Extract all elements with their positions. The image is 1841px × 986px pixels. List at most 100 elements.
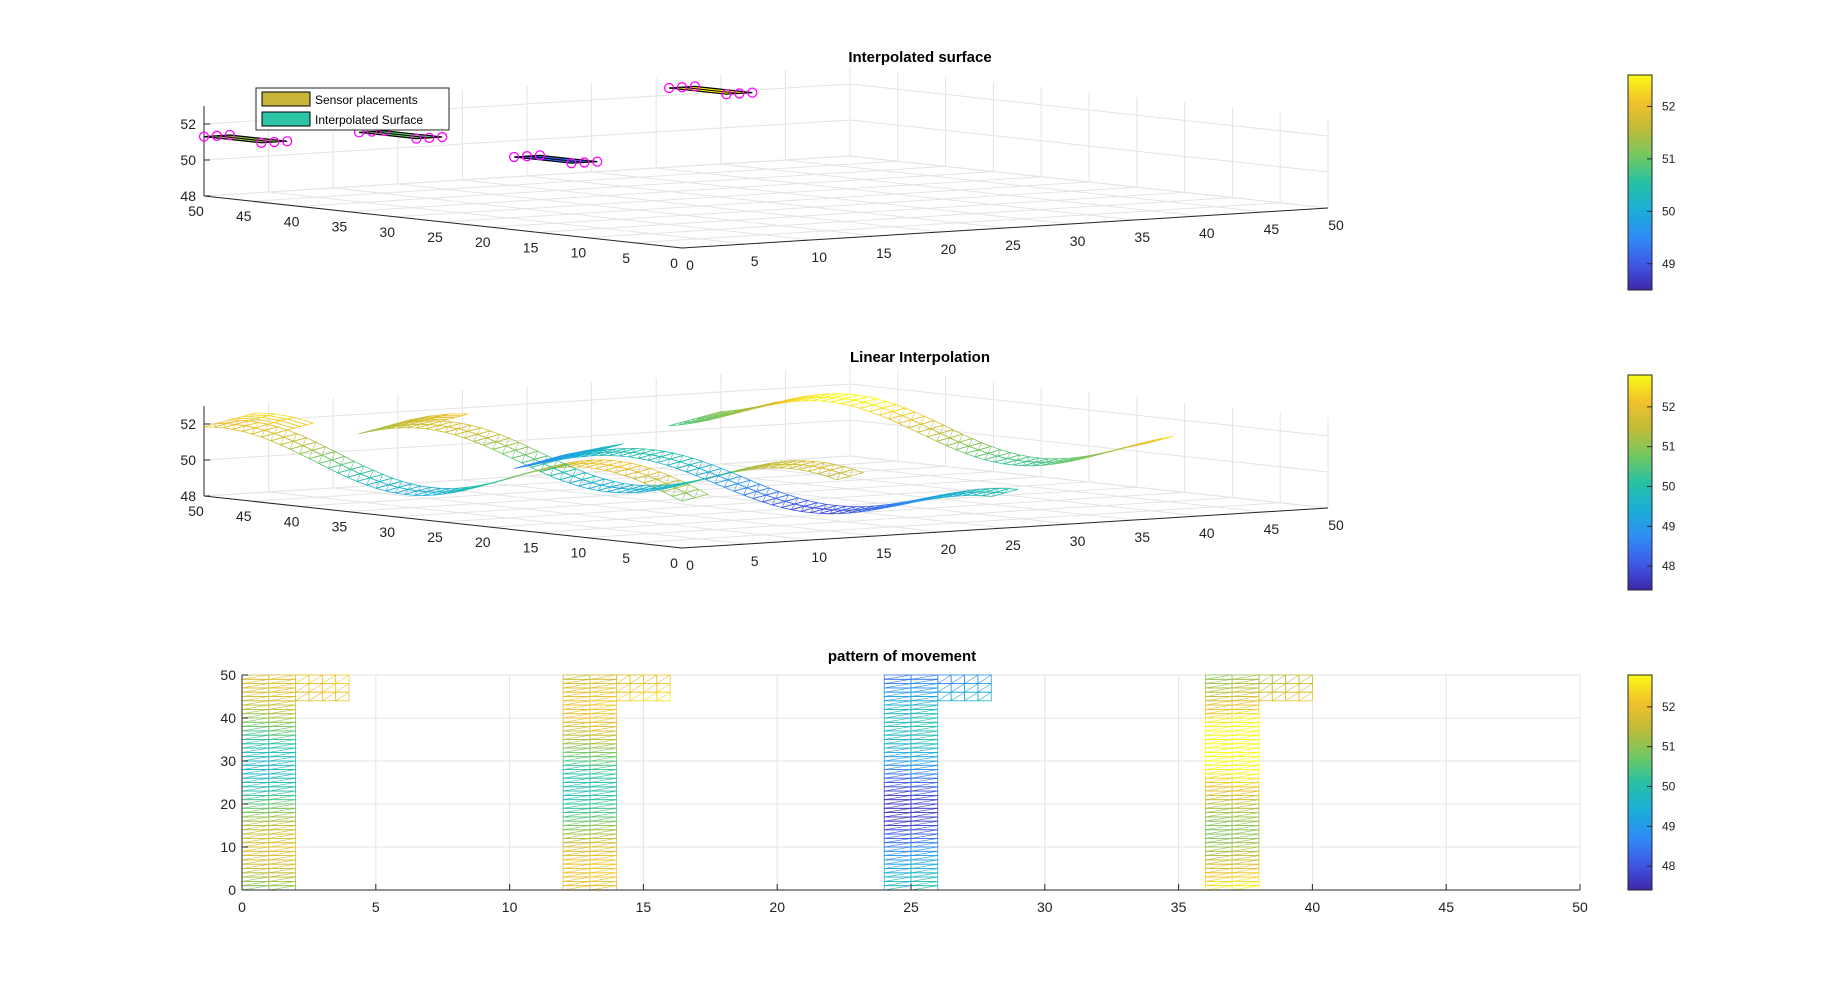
- mesh-diagonal: [270, 433, 275, 441]
- movement-diagonal: [1205, 726, 1233, 732]
- mesh-diagonal: [562, 464, 567, 473]
- mesh-diagonal: [609, 451, 614, 456]
- mesh-diagonal: [917, 424, 922, 433]
- movement-diagonal: [295, 683, 310, 693]
- mesh-diagonal: [995, 488, 1000, 493]
- mesh-diagonal: [388, 477, 393, 485]
- y-tick-label: 20: [220, 796, 236, 812]
- mesh-diagonal: [245, 420, 250, 426]
- mesh-diagonal: [347, 469, 352, 478]
- movement-diagonal: [241, 881, 269, 886]
- movement-diagonal: [884, 799, 912, 805]
- legend[interactable]: Sensor placements Interpolated Surface: [255, 87, 450, 131]
- movement-diagonal: [884, 687, 912, 693]
- mesh-diagonal: [832, 505, 837, 511]
- colorbar-3: 48 49 50 51 52: [1627, 674, 1676, 891]
- movement-diagonal: [268, 872, 296, 878]
- y-tick-label: 25: [427, 529, 443, 545]
- movement-diagonal: [884, 734, 912, 740]
- movement-diagonal: [589, 722, 617, 727]
- movement-diagonal: [268, 756, 296, 762]
- mesh-diagonal: [417, 485, 422, 492]
- movement-diagonal: [563, 747, 590, 753]
- movement-diagonal: [268, 825, 296, 831]
- movement-diagonal: [1232, 734, 1259, 740]
- sensor-marker: [198, 131, 210, 142]
- movement-diagonal: [977, 683, 992, 693]
- movement-diagonal: [589, 829, 617, 835]
- mesh-diagonal: [599, 459, 603, 465]
- movement-diagonal: [589, 777, 617, 783]
- grid-floor-x: [656, 167, 1135, 221]
- movement-diagonal: [950, 691, 965, 702]
- mesh-diagonal: [808, 465, 812, 472]
- mesh-diagonal: [679, 455, 684, 462]
- mesh-diagonal: [631, 448, 636, 453]
- movement-cell: [335, 674, 350, 685]
- movement-diagonal: [268, 730, 296, 736]
- movement-cell: [1298, 674, 1313, 685]
- movement-diagonal: [589, 704, 617, 710]
- mesh-diagonal: [821, 462, 825, 468]
- movement-diagonal: [589, 739, 617, 745]
- movement-diagonal: [884, 769, 912, 775]
- movement-diagonal: [241, 842, 269, 848]
- mesh-diagonal: [241, 425, 246, 432]
- movement-diagonal: [884, 752, 912, 757]
- plot-area-1: [198, 81, 758, 169]
- colorbar-tick-label: 51: [1662, 740, 1676, 754]
- grid-floor-y: [299, 165, 946, 207]
- movement-diagonal: [1205, 773, 1233, 779]
- movement-diagonal: [241, 722, 269, 727]
- mesh-diagonal: [595, 463, 600, 469]
- movement-diagonal: [1232, 683, 1259, 689]
- movement-diagonal: [589, 674, 617, 680]
- movement-diagonal: [563, 812, 590, 818]
- movement-diagonal: [1205, 829, 1233, 835]
- movement-diagonal: [268, 812, 296, 818]
- movement-diagonal: [241, 790, 269, 796]
- mesh-diagonal: [836, 472, 841, 480]
- movement-diagonal: [563, 679, 590, 684]
- x-tick-label: 25: [903, 899, 919, 915]
- mesh-diagonal: [930, 420, 935, 429]
- x-tick-label: 5: [372, 899, 380, 915]
- movement-diagonal: [241, 799, 269, 805]
- movement-diagonal: [268, 838, 296, 843]
- x-tick-label: 15: [876, 245, 892, 261]
- movement-diagonal: [589, 717, 617, 723]
- movement-diagonal: [950, 683, 965, 693]
- movement-diagonal: [1285, 674, 1300, 684]
- movement-diagonal: [589, 773, 617, 779]
- movement-diagonal: [910, 674, 938, 680]
- x-tick-label: 10: [811, 249, 827, 265]
- movement-diagonal: [563, 825, 590, 831]
- mesh-diagonal: [672, 487, 677, 497]
- mesh-diagonal: [473, 434, 478, 442]
- movement-diagonal: [950, 674, 965, 684]
- sensor-marker: [282, 136, 293, 147]
- movement-diagonal: [884, 709, 912, 714]
- mesh-diagonal: [591, 475, 596, 483]
- movement-diagonal: [884, 777, 912, 783]
- mesh-diagonal: [588, 482, 593, 489]
- movement-diagonal: [589, 868, 617, 874]
- movement-diagonal: [884, 808, 912, 813]
- sensor-marker: [424, 132, 435, 143]
- movement-diagonal: [884, 816, 912, 822]
- plot-area-2: [203, 393, 1174, 515]
- y-tick-label: 45: [236, 208, 252, 224]
- colorbar-tick-label: 50: [1662, 204, 1676, 218]
- mesh-diagonal: [264, 424, 269, 431]
- movement-diagonal: [589, 855, 617, 861]
- grid-floor-y: [442, 481, 1090, 523]
- movement-diagonal: [589, 820, 617, 826]
- movement-diagonal: [910, 803, 938, 809]
- movement-diagonal: [268, 769, 296, 775]
- movement-diagonal: [589, 709, 617, 714]
- mesh-diagonal: [830, 464, 835, 471]
- mesh-diagonal: [337, 464, 342, 474]
- mesh-diagonal: [299, 445, 304, 454]
- mesh-diagonal: [444, 426, 449, 433]
- movement-diagonal: [563, 881, 590, 886]
